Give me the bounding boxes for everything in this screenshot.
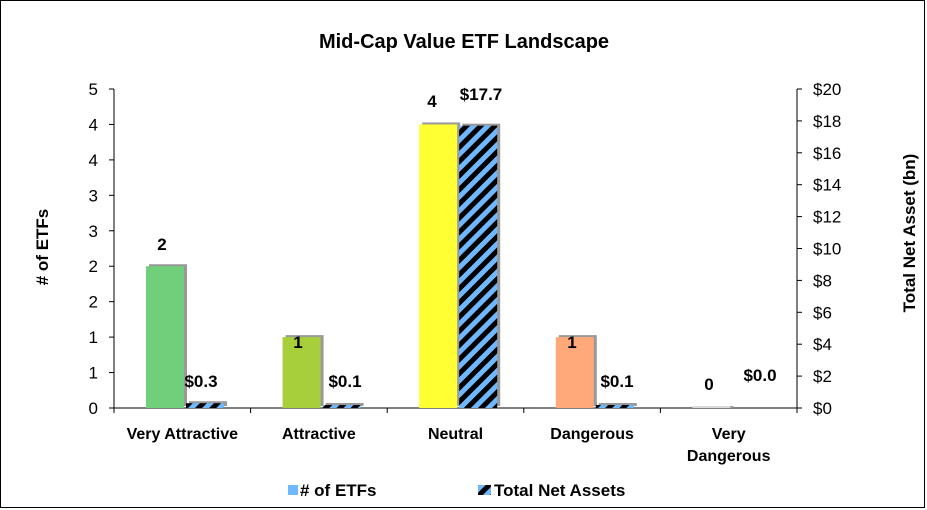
y-left-tick-label: 2 [89, 257, 98, 276]
chart-title: Mid-Cap Value ETF Landscape [319, 31, 609, 53]
y-left-tick-label: 1 [89, 328, 98, 347]
y-left-tick-label: 3 [89, 222, 98, 241]
y-left-tick-label: 1 [89, 364, 98, 383]
data-labels: 2 1 4 1 0 $0.3 $0.1 $17.7 $0.1 $0.0 [157, 85, 776, 394]
y-right-tick-label: $6 [813, 303, 832, 322]
bar-etf-count [419, 124, 458, 408]
legend-swatch-etfs [288, 485, 298, 495]
data-label-net-assets: $0.0 [743, 366, 776, 385]
bar-net-assets [595, 405, 634, 408]
data-label-net-assets: $0.1 [328, 372, 361, 391]
legend-swatch-net-assets [478, 485, 491, 495]
bar-etf-count [555, 337, 594, 408]
x-tick-label: Dangerous [687, 448, 771, 465]
axes: 0 1 1 2 2 3 3 4 4 5 $0 $2 $4 $6 $8 $10 $12 $14 $16 $18 $20 Ve… [89, 80, 842, 465]
legend-label-etfs: # of ETFs [300, 481, 377, 500]
y-axis-right-title: Total Net Asset (bn) [900, 154, 919, 313]
data-label-etf-count: 4 [427, 92, 437, 111]
y-left-tick-label: 3 [89, 186, 98, 205]
y-left-tick-label: 4 [89, 115, 98, 134]
legend-label-net-assets: Total Net Assets [494, 481, 625, 500]
bar-net-assets [186, 403, 224, 408]
data-label-net-assets: $17.7 [460, 85, 503, 104]
data-label-etf-count: 1 [567, 333, 576, 352]
y-right-tick-label: $2 [813, 367, 832, 386]
data-label-etf-count: 0 [704, 375, 713, 394]
bar-shadow [325, 403, 364, 406]
bars [146, 122, 734, 408]
bar-etf-count [282, 337, 321, 408]
y-right-tick-label: $8 [813, 271, 832, 290]
data-label-etf-count: 2 [157, 235, 166, 254]
y-right-tick-label: $12 [813, 208, 841, 227]
data-label-net-assets: $0.3 [184, 372, 217, 391]
bar-net-assets [459, 125, 498, 408]
legend: # of ETFs Total Net Assets [288, 481, 625, 500]
x-tick-label: Dangerous [550, 426, 634, 443]
y-left-tick-label: 0 [89, 399, 98, 418]
bar-etf-count [146, 266, 184, 408]
x-tick-label: Neutral [428, 426, 483, 443]
bar-shadow [598, 403, 637, 406]
y-axis-left-title: # of ETFs [33, 209, 52, 286]
data-label-etf-count: 1 [293, 333, 302, 352]
data-label-net-assets: $0.1 [600, 372, 633, 391]
x-tick-label: Very [712, 426, 746, 443]
y-right-tick-label: $16 [813, 144, 841, 163]
bar-etf-count [692, 406, 731, 408]
y-right-tick-label: $14 [813, 176, 841, 195]
y-right-tick-label: $18 [813, 112, 841, 131]
y-left-tick-label: 4 [89, 151, 98, 170]
y-right-tick-label: $0 [813, 399, 832, 418]
bar-net-assets [322, 405, 361, 408]
y-left-tick-label: 5 [89, 80, 98, 99]
x-tick-label: Very Attractive [127, 426, 239, 443]
x-tick-label: Attractive [282, 426, 356, 443]
y-right-tick-label: $10 [813, 240, 841, 259]
y-right-tick-label: $20 [813, 80, 841, 99]
y-left-tick-label: 2 [89, 293, 98, 312]
y-right-tick-label: $4 [813, 335, 832, 354]
